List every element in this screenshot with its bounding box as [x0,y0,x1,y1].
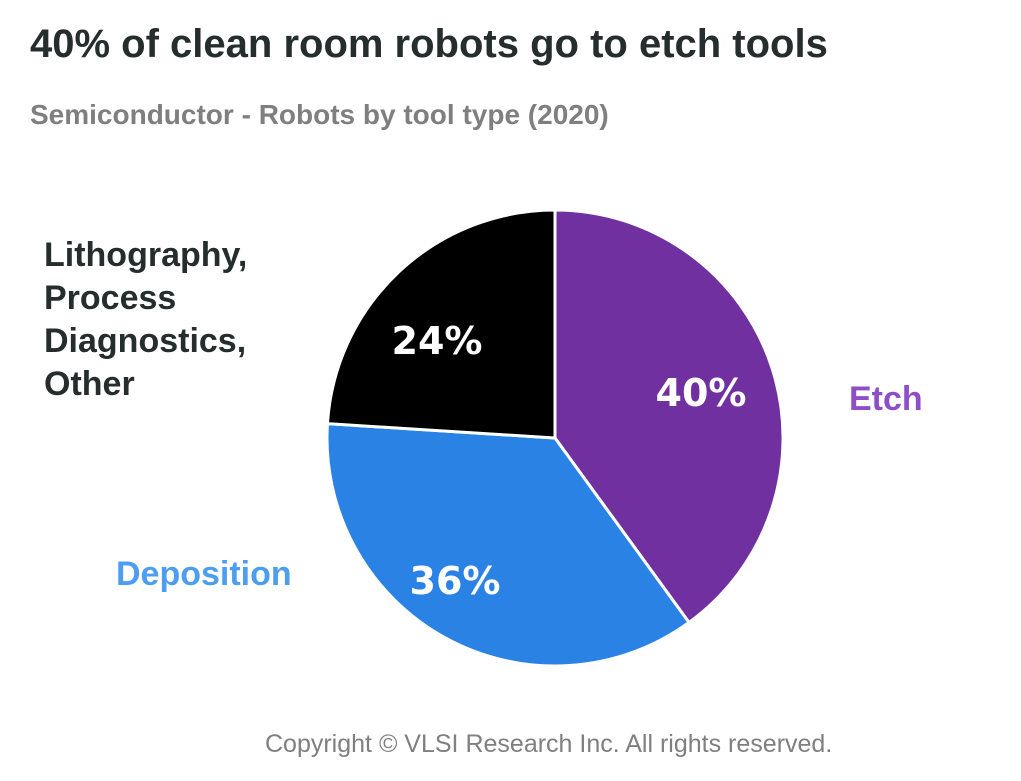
copyright-notice: Copyright © VLSI Research Inc. All right… [265,730,833,758]
data-label-other: 24% [392,319,483,363]
category-label-other-line: Process [44,279,176,317]
category-label-etch-line: Etch [849,380,923,418]
pie-slice-etch [553,208,785,624]
category-label-other: Lithography, Process Diagnostics, Other [44,236,247,403]
category-label-deposition: Deposition [116,555,292,593]
pie-slice-other [325,208,557,440]
category-label-deposition-line: Deposition [116,555,292,593]
chart-subtitle: Semiconductor - Robots by tool type (202… [30,99,609,130]
category-label-other-line: Lithography, [44,236,247,274]
pie-slice-deposition [325,422,691,668]
data-label-etch: 40% [656,371,747,415]
category-label-other-line: Diagnostics, [44,322,246,360]
category-label-other-line: Other [44,365,135,403]
chart-title: 40% of clean room robots go to etch tool… [30,22,828,66]
category-label-etch: Etch [849,380,923,418]
data-label-deposition: 36% [410,559,501,603]
